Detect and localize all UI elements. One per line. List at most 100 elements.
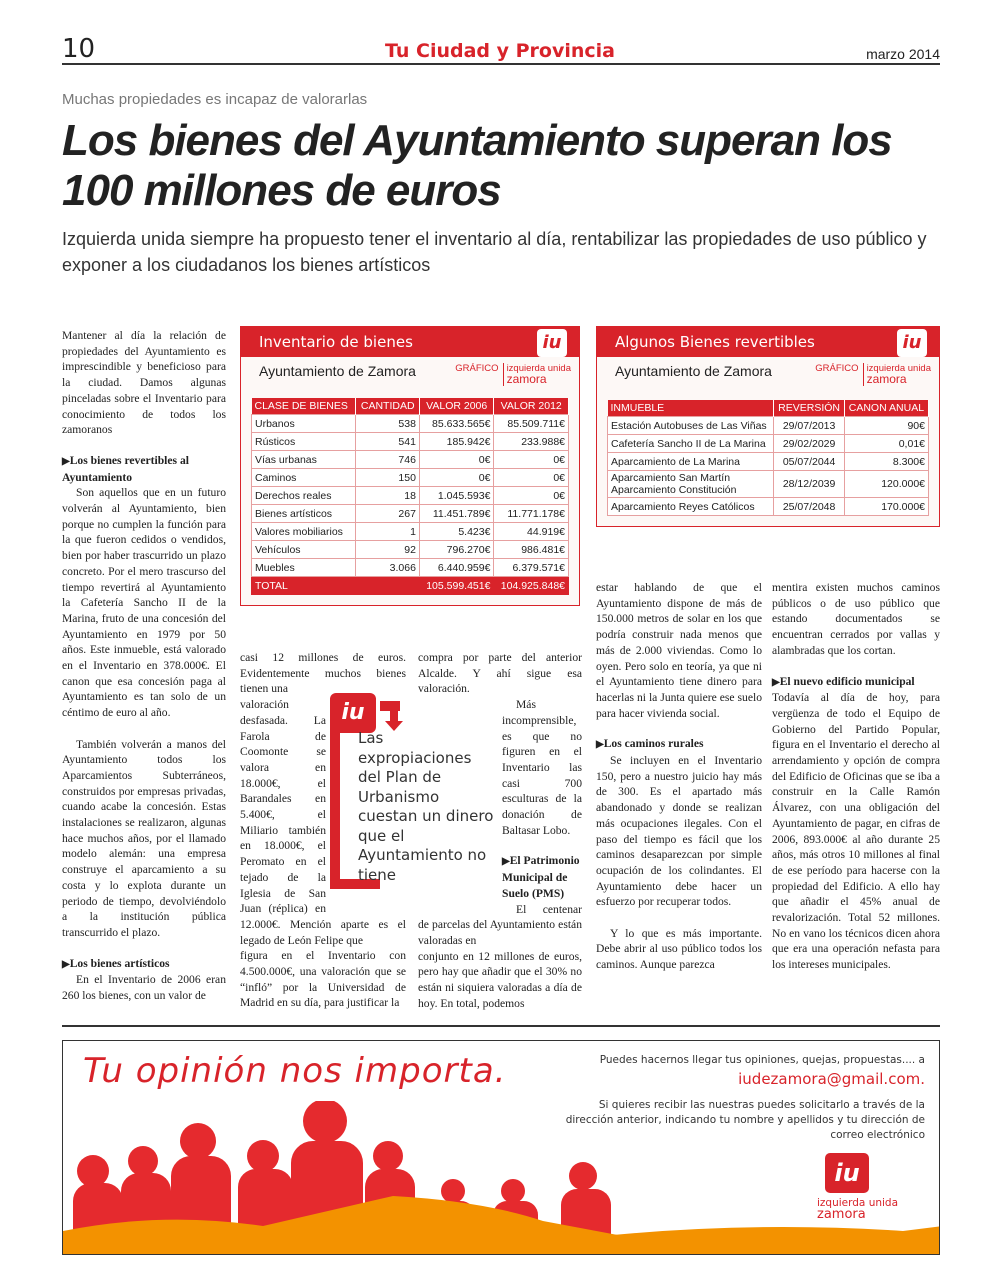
column-5: mentira existen muchos caminos públicos …: [772, 580, 940, 973]
section-title: Tu Ciudad y Provincia: [384, 40, 615, 62]
table-cell: 185.942€: [418, 432, 495, 451]
table-cell: 170.000€: [843, 497, 930, 516]
column-2-top: casi 12 millones de euros. Evidentemente…: [240, 651, 406, 696]
pull-quote: iu Las expropiaciones del Plan de Urbani…: [330, 693, 493, 893]
column-3-top: compra por parte del anterior Alcalde. Y…: [418, 651, 582, 696]
column-2-mid: valoración desfasada. La Farola de Coomo…: [240, 698, 406, 947]
table-cell: 11.771.178€: [493, 504, 569, 523]
column-header: CANTIDAD: [355, 398, 420, 415]
table-cell: 0€: [418, 468, 495, 487]
table-header-row: CLASE DE BIENES CANTIDAD VALOR 2006 VALOR 2…: [251, 398, 569, 415]
inventory-subtitle: Ayuntamiento de Zamora: [259, 363, 416, 379]
brand: izquierda unida: [506, 363, 571, 374]
article-header: Muchas propiedades es incapaz de valorar…: [62, 90, 942, 278]
table-cell: 44.919€: [493, 522, 569, 541]
column-4: estar hablando de que el Ayuntamiento di…: [596, 580, 762, 973]
table-row: Cafetería Sancho II de La Marina 29/02/20…: [606, 434, 930, 453]
table-cell: Bienes artísticos: [250, 504, 357, 523]
subheading: Los caminos rurales: [596, 736, 762, 753]
table-row: Aparcamiento de La Marina 05/07/2044 8.300…: [606, 452, 930, 471]
table-cell: 746: [355, 450, 420, 469]
total-cell: [355, 576, 420, 595]
table-header-row: INMUEBLE REVERSIÓN CANON ANUAL: [607, 400, 930, 417]
table-row: Caminos 150 0€ 0€: [250, 468, 569, 487]
crowd-silhouette-illustration: [63, 1101, 623, 1254]
issue-date: marzo 2014: [866, 46, 940, 62]
column-header: VALOR 2012: [493, 398, 569, 415]
column-header: VALOR 2006: [419, 398, 495, 415]
table-cell: 541: [355, 432, 420, 451]
paragraph: estar hablando de que el Ayuntamiento di…: [596, 581, 762, 720]
table-cell: 11.451.789€: [418, 504, 495, 523]
page-number: 10: [62, 34, 96, 64]
table-cell: 0€: [493, 486, 569, 505]
paragraph: Más incomprensible, es que no figuren en…: [502, 698, 582, 837]
column-3: compra por parte del anterior Alcalde. Y…: [418, 650, 582, 1011]
inventory-table: CLASE DE BIENES CANTIDAD VALOR 2006 VALOR 2…: [250, 398, 569, 595]
divider: [62, 1025, 940, 1027]
paragraph: mentira existen muchos caminos públicos …: [772, 581, 940, 657]
iu-logo-icon: iu: [330, 693, 376, 733]
table-row: Aparcamiento Reyes Católicos 25/07/2048 17…: [606, 497, 930, 516]
subheading: El Patrimonio Municipal de Suelo (PMS): [418, 853, 582, 901]
column-header: INMUEBLE: [607, 400, 775, 417]
table-cell: 85.633.565€: [418, 414, 495, 433]
column-header: CLASE DE BIENES: [251, 398, 357, 415]
table-cell: Urbanos: [250, 414, 357, 433]
subheading: Los bienes revertibles al Ayuntamiento: [62, 453, 226, 485]
ad-contact: Puedes hacernos llegar tus opiniones, qu…: [555, 1053, 925, 1221]
credit: GRÁFICO: [455, 363, 499, 374]
table-cell: Aparcamiento Reyes Católicos: [606, 497, 775, 516]
table-cell: 25/07/2048: [773, 497, 845, 516]
brand-city: zamora: [866, 372, 907, 386]
kicker: Muchas propiedades es incapaz de valorar…: [62, 91, 368, 108]
total-cell: 105.599.451€: [418, 576, 495, 595]
column-3-bottom: conjunto en 12 millones de euros, pero h…: [418, 949, 582, 1010]
table-row: Aparcamiento San Martín Aparcamiento Con…: [606, 470, 930, 498]
table-cell: 120.000€: [843, 470, 930, 498]
paragraph: En el Inventario de 2006 eran 260 los bi…: [62, 973, 226, 1003]
ad-line-2: Si quieres recibir las nuestras puedes s…: [565, 1099, 925, 1141]
table-cell: 233.988€: [493, 432, 569, 451]
arrow-down-icon: [385, 701, 403, 731]
column-header: REVERSIÓN: [773, 400, 845, 417]
iu-logo-icon: iu: [825, 1153, 869, 1193]
paragraph: Todavía al día de hoy, para vergüenza de…: [772, 691, 940, 972]
table-cell: 986.481€: [493, 540, 569, 559]
table-cell: 29/07/2013: [773, 416, 845, 435]
brand-city: zamora: [817, 1207, 866, 1222]
revertibles-graphic: Algunos Bienes revertibles iu Ayuntamien…: [596, 326, 940, 527]
paragraph: Se incluyen en el Inventario 150, pero a…: [596, 754, 762, 909]
inventory-title: Inventario de bienes: [241, 327, 579, 357]
table-cell: Aparcamiento de La Marina: [606, 452, 775, 471]
subheading: El nuevo edificio municipal: [772, 674, 940, 691]
column-2: casi 12 millones de euros. Evidentemente…: [240, 650, 406, 1011]
table-cell: 0€: [493, 450, 569, 469]
total-cell: TOTAL: [250, 576, 357, 595]
header-rule: [62, 63, 940, 65]
table-row: Bienes artísticos 267 11.451.789€ 11.771.17…: [250, 504, 569, 523]
table-row: Vehículos 92 796.270€ 986.481€: [250, 540, 569, 559]
iu-zamora-logo: iu izquierda unida zamora: [817, 1153, 913, 1221]
iu-logo-icon: iu: [537, 329, 567, 357]
table-cell: 538: [355, 414, 420, 433]
column-1: Mantener al día la relación de propiedad…: [62, 328, 226, 1004]
table-row: Muebles 3.066 6.440.959€ 6.379.571€: [250, 558, 569, 577]
table-cell: 0€: [418, 450, 495, 469]
table-cell: 0,01€: [843, 434, 930, 453]
table-cell: Aparcamiento San Martín Aparcamiento Con…: [606, 470, 775, 498]
table-row: Valores mobiliarios 1 5.423€ 44.919€: [250, 522, 569, 541]
credit: GRÁFICO: [815, 363, 859, 374]
brand: izquierda unida: [866, 363, 931, 374]
table-cell: 3.066: [355, 558, 420, 577]
total-cell: 104.925.848€: [493, 576, 569, 595]
table-cell: Vehículos: [250, 540, 357, 559]
table-cell: 6.440.959€: [418, 558, 495, 577]
intro: Mantener al día la relación de propiedad…: [62, 329, 226, 437]
subhead: Izquierda unida siempre ha propuesto ten…: [62, 229, 927, 275]
table-cell: Derechos reales: [250, 486, 357, 505]
paragraph: Son aquellos que en un futuro volverán a…: [62, 486, 226, 720]
email-link[interactable]: iudezamora@gmail.com.: [738, 1070, 925, 1088]
table-cell: 1: [355, 522, 420, 541]
table-cell: 796.270€: [418, 540, 495, 559]
